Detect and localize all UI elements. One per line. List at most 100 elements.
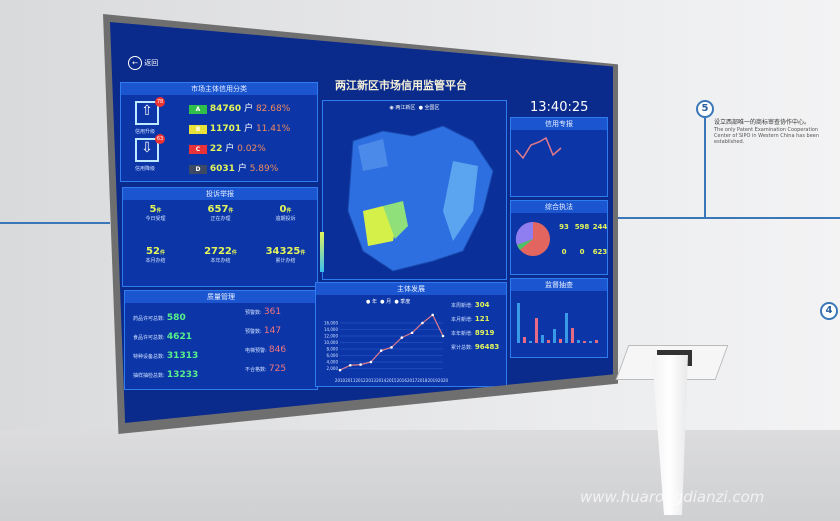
panel-title: 质量管理: [125, 291, 317, 303]
grade-count: 84760: [209, 104, 242, 114]
stat-value: 846: [268, 345, 287, 355]
unit: 件: [286, 208, 292, 214]
enforcement-stat: 623: [592, 248, 608, 256]
downgrade-arrow-icon[interactable]: ⇩ 63: [135, 134, 165, 162]
credit-panel: 市场主体信用分类 ⇧ 78 信用升级 ⇩ 63 信用降级 A 84760 户 82.…: [120, 82, 318, 182]
grade-count: 11701: [209, 124, 242, 134]
complaint-stat: 0件 逾期投诉: [253, 204, 318, 222]
data-point: [431, 313, 434, 317]
x-tick-label: 2014: [376, 378, 387, 383]
panel-title: 信用专报: [511, 118, 607, 130]
upgrade-label: 信用升级: [135, 129, 156, 135]
stat-label: 预警数:: [245, 310, 262, 316]
bar: [529, 341, 532, 343]
complaint-stat: 52件 本月办结: [123, 246, 188, 264]
map-legend-item[interactable]: ● 全国区: [418, 105, 440, 111]
unit: 件: [300, 250, 306, 256]
district-map[interactable]: [323, 111, 508, 276]
stat-value: 725: [268, 364, 287, 374]
stat-value: 8919: [474, 329, 495, 337]
x-tick-label: 2019: [428, 378, 439, 383]
development-stat: 本年新增: 8919: [451, 329, 499, 343]
floor: [0, 430, 840, 521]
grade-percent: 82.68%: [255, 104, 291, 114]
stat-value: 2722: [204, 246, 232, 257]
credit-grade-row: D 6031 户 5.89%: [189, 161, 290, 181]
page-title: 两江新区市场信用监管平台: [335, 79, 467, 92]
supervision-bar-chart: [517, 303, 598, 343]
quality-warning-stat: 预警数: 147: [245, 326, 281, 336]
x-tick-label: 2013: [366, 378, 377, 383]
grade-badge: B: [189, 125, 207, 134]
quality-stat: 药品许可总数: 580: [133, 313, 186, 323]
stat-label: 本月办结: [145, 258, 166, 264]
bar: [571, 328, 574, 343]
map-color-scale: [320, 232, 324, 272]
panel-title: 市场主体信用分类: [121, 83, 317, 95]
step-5-marker: 5: [696, 100, 714, 118]
legend-label: 年: [371, 299, 377, 305]
wall-caption-cn: 设立西部唯一的商标审查协作中心。: [714, 119, 811, 126]
complaint-stat: 2722件 本年办结: [188, 246, 253, 264]
supervision-panel: 监督抽查: [510, 278, 608, 358]
legend-item[interactable]: ● 年: [366, 299, 377, 305]
complaints-panel: 投诉举报 5件 今日受理 657件 正在办理 0件 逾期投诉 52件 本月办结 2722件 本年办…: [122, 187, 318, 287]
credit-grade-row: A 84760 户 82.68%: [189, 101, 290, 121]
stat-label: 食品许可总数:: [133, 335, 165, 341]
bar: [589, 341, 592, 343]
bar: [577, 340, 580, 343]
panel-title: 监督抽查: [511, 279, 607, 291]
stat-value: 52: [146, 246, 160, 257]
enforcement-panel: 综合执法 93 598 244 0 0 623: [510, 200, 608, 275]
grade-count: 6031: [209, 164, 235, 174]
unit: 户: [244, 104, 254, 114]
x-tick-label: 2020: [438, 378, 448, 383]
step-4-marker: 4: [820, 302, 838, 320]
grade-percent: 0.02%: [237, 144, 266, 154]
map-legend-item[interactable]: ◉ 两江新区: [389, 105, 416, 111]
x-tick-label: 2010: [335, 378, 346, 383]
stat-label: 今日受理: [145, 216, 166, 222]
stat-value: 31313: [166, 351, 199, 361]
back-label: 返回: [144, 59, 159, 67]
bar: [547, 340, 550, 343]
stat-label: 本周新增:: [451, 303, 473, 309]
y-tick-label: 10,000: [324, 340, 338, 345]
bar: [523, 337, 526, 343]
stat-label: 抽样抽检总数:: [133, 373, 165, 379]
legend-item[interactable]: ● 季度: [394, 299, 411, 305]
dashboard-screen: ← 返回 两江新区市场信用监管平台 13:40:25 市场主体信用分类 ⇧ 78 …: [110, 22, 613, 423]
stat-value: 96483: [474, 343, 500, 351]
panel-title: 主体发展: [316, 283, 506, 295]
back-button[interactable]: ← 返回: [128, 56, 158, 70]
data-point: [338, 368, 342, 372]
back-arrow-icon: ←: [128, 56, 142, 70]
stat-label: 特种设备总数:: [133, 354, 165, 360]
quality-stat: 抽样抽检总数: 13233: [133, 370, 198, 380]
downgrade-count-badge: 63: [155, 134, 165, 144]
y-tick-label: 8,000: [327, 347, 339, 352]
x-tick-label: 2016: [397, 378, 408, 383]
unit: 户: [244, 124, 254, 134]
y-tick-label: 2,000: [327, 366, 339, 371]
enforcement-pie-chart: [515, 221, 550, 256]
stat-label: 药品许可总数:: [133, 316, 165, 322]
upgrade-count-badge: 78: [155, 97, 165, 107]
grade-badge: D: [189, 165, 207, 174]
bar: [565, 313, 568, 343]
enforcement-stat: 93: [559, 223, 569, 231]
stat-value: 657: [207, 204, 229, 215]
map-panel: ◉ 两江新区 ● 全国区: [322, 100, 507, 280]
wall-timeline: [704, 118, 706, 218]
bar: [517, 303, 520, 343]
grade-badge: C: [189, 145, 207, 154]
legend-label: 季度: [400, 299, 411, 305]
grade-percent: 11.41%: [255, 124, 291, 134]
stat-label: 正在办理: [210, 216, 231, 222]
development-stat: 本月新增: 121: [451, 315, 499, 329]
data-point: [400, 336, 404, 339]
upgrade-arrow-icon[interactable]: ⇧ 78: [135, 97, 165, 125]
legend-item[interactable]: ● 月: [380, 299, 392, 305]
enforcement-stat: 0: [561, 248, 567, 256]
x-tick-label: 2018: [417, 378, 428, 383]
